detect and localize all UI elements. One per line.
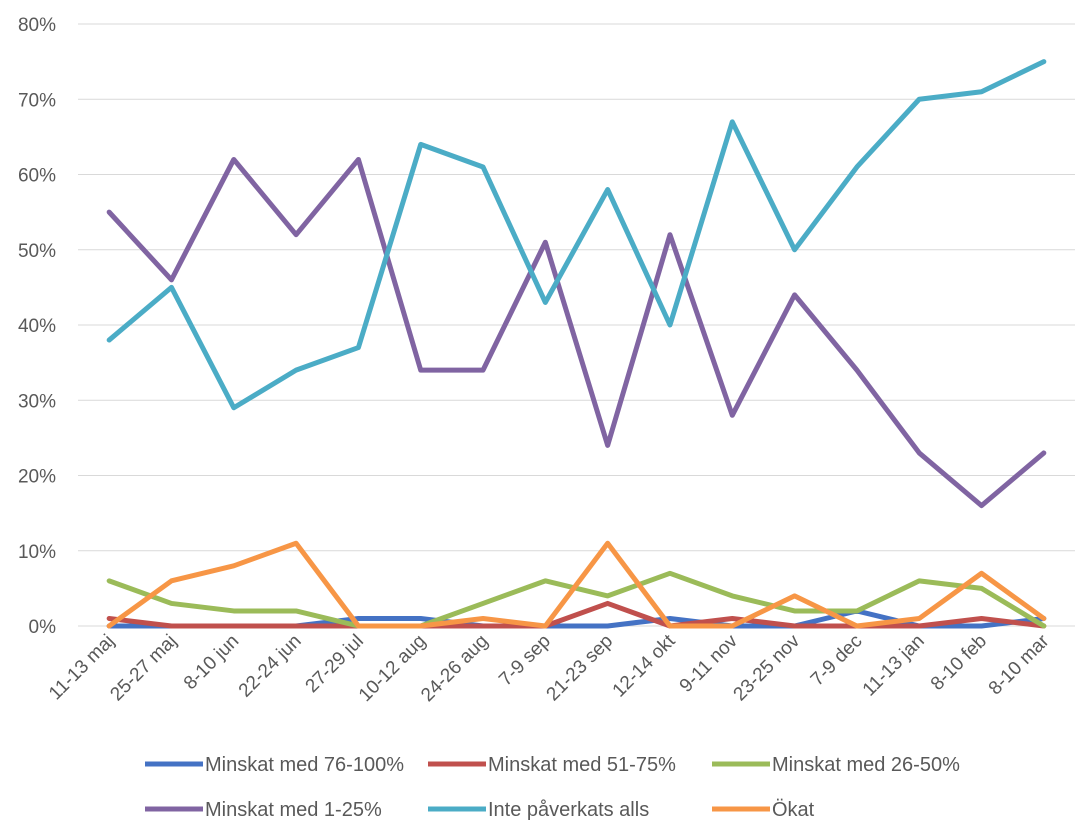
x-tick-label: 21-23 sep [543, 631, 618, 706]
x-tick-label: 23-25 nov [730, 630, 805, 705]
legend-item: Inte påverkats alls [428, 799, 649, 821]
legend: Minskat med 76-100% Minskat med 51-75% Min… [145, 754, 960, 821]
legend-label: Minskat med 26-50% [772, 754, 960, 776]
series-line-2 [106, 600, 1047, 629]
gridlines [78, 23, 1075, 627]
y-tick-label: 0% [29, 617, 57, 638]
x-tick-label: 24-26 aug [417, 631, 492, 706]
x-tick-label: 8-10 mar [985, 630, 1054, 699]
legend-label: Inte påverkats alls [488, 799, 649, 821]
series-line-6 [106, 540, 1047, 629]
legend-label: Minskat med 1-25% [205, 799, 382, 821]
y-tick-label: 80% [18, 15, 56, 36]
series-line-4 [106, 156, 1047, 509]
y-tick-label: 50% [18, 241, 56, 262]
series-lines [106, 59, 1047, 629]
y-tick-label: 10% [18, 542, 56, 563]
y-tick-label: 30% [18, 391, 56, 412]
legend-item: Minskat med 76-100% [145, 754, 404, 776]
x-tick-label: 10-12 aug [355, 631, 430, 706]
x-tick-label: 8-10 feb [927, 631, 991, 695]
x-tick-label: 7-9 dec [807, 631, 867, 691]
x-tick-label: 25-27 maj [106, 631, 181, 706]
y-tick-label: 40% [18, 316, 56, 337]
x-tick-label: 22-24 jun [235, 631, 306, 702]
series-line-5 [106, 59, 1047, 411]
y-tick-label: 20% [18, 467, 56, 488]
legend-label: Minskat med 76-100% [205, 754, 404, 776]
y-axis-ticks: 0% 10% 20% 30% 40% 50% 60% 70% 80% [18, 15, 56, 638]
legend-item: Ökat [712, 799, 815, 821]
x-tick-label: 8-10 jun [180, 631, 243, 694]
x-tick-label: 11-13 jan [859, 631, 929, 701]
y-tick-label: 70% [18, 90, 56, 111]
y-tick-label: 60% [18, 166, 56, 187]
x-tick-label: 7-9 sep [495, 631, 555, 691]
legend-label: Ökat [772, 799, 815, 821]
legend-label: Minskat med 51-75% [488, 754, 676, 776]
legend-item: Minskat med 26-50% [712, 754, 960, 776]
legend-item: Minskat med 51-75% [428, 754, 676, 776]
x-tick-label: 12-14 okt [609, 630, 680, 701]
legend-item: Minskat med 1-25% [145, 799, 382, 821]
x-tick-label: 11-13 maj [45, 631, 119, 705]
